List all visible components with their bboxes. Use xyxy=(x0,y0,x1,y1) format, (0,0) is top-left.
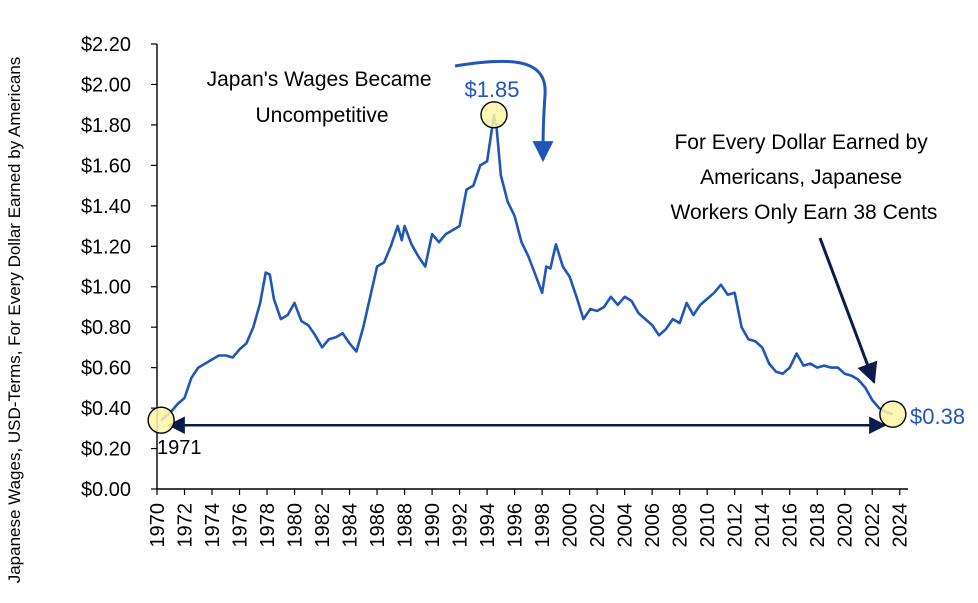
annotation-peak-title: Japan's Wages Became Uncompetitive xyxy=(207,68,438,127)
annotation-end-title: For Every Dollar Earned by Americans, Ja… xyxy=(671,131,938,224)
markers xyxy=(147,101,907,434)
peak-value-label: $1.85 xyxy=(464,77,519,102)
annotation-end-line-2: Americans, Japanese xyxy=(700,166,902,189)
y-tick-label: $0.80 xyxy=(81,317,131,339)
y-tick-label: $0.40 xyxy=(81,398,131,420)
x-tick-label: 1984 xyxy=(340,503,362,548)
x-tick-label: 1980 xyxy=(285,503,307,548)
x-tick-label: 2018 xyxy=(807,503,829,548)
annotation-peak-line-2: Uncompetitive xyxy=(255,104,388,127)
x-tick-label: 1976 xyxy=(230,503,252,548)
annotation-end-line-1: For Every Dollar Earned by xyxy=(674,131,928,154)
x-tick-label: 2016 xyxy=(780,503,802,548)
x-tick-label: 1978 xyxy=(257,503,279,548)
x-tick-label: 1998 xyxy=(532,503,554,548)
x-tick-label: 1972 xyxy=(175,503,197,548)
y-ticks: $0.00 $0.20 $0.40 $0.60 $0.80 $1.00 $1.20 $1.40… xyxy=(81,34,157,501)
y-tick-label: $2.00 xyxy=(81,74,131,96)
x-tick-label: 2014 xyxy=(752,503,774,548)
x-tick-label: 2002 xyxy=(587,503,609,548)
y-tick-label: $1.60 xyxy=(81,155,131,177)
x-tick-label: 1996 xyxy=(505,503,527,548)
x-tick-label: 2022 xyxy=(862,503,884,548)
x-tick-label: 1982 xyxy=(312,503,334,548)
y-tick-label: $1.00 xyxy=(81,277,131,299)
y-tick-label: $0.00 xyxy=(81,479,131,501)
start-year-label: 1971 xyxy=(157,437,202,459)
x-tick-label: 1970 xyxy=(147,503,169,548)
marker-1971 xyxy=(147,406,175,434)
end-value-label: $0.38 xyxy=(910,404,965,429)
peak-arrow xyxy=(454,59,554,163)
x-tick-label: 2004 xyxy=(615,503,637,548)
y-tick-label: $0.20 xyxy=(81,439,131,461)
x-tick-label: 2008 xyxy=(670,503,692,548)
annotation-end-line-3: Workers Only Earn 38 Cents xyxy=(671,201,938,224)
marker-2023 xyxy=(879,400,907,428)
marker-peak-1995 xyxy=(480,101,508,129)
x-tick-label: 1990 xyxy=(422,503,444,548)
x-tick-label: 1988 xyxy=(395,503,417,548)
x-tick-label: 1992 xyxy=(450,503,472,548)
x-tick-label: 1974 xyxy=(202,503,224,548)
x-tick-label: 2010 xyxy=(697,503,719,548)
y-tick-label: $1.40 xyxy=(81,196,131,218)
series-line-japanese-wages xyxy=(160,113,894,422)
x-ticks: 1970 1972 1974 1976 1978 1980 1982 1984 1986 1988… xyxy=(147,489,912,548)
x-tick-label: 2006 xyxy=(642,503,664,548)
x-tick-label: 2000 xyxy=(560,503,582,548)
y-tick-label: $0.60 xyxy=(81,358,131,380)
x-tick-label: 2024 xyxy=(890,503,912,548)
end-arrow xyxy=(818,237,878,384)
y-tick-label: $1.20 xyxy=(81,236,131,258)
x-tick-label: 2020 xyxy=(835,503,857,548)
y-tick-label: $1.80 xyxy=(81,115,131,137)
y-axis-label: Japanese Wages, USD-Terms, For Every Dol… xyxy=(5,57,24,584)
x-tick-label: 2012 xyxy=(725,503,747,548)
x-tick-label: 1994 xyxy=(477,503,499,548)
y-tick-label: $2.20 xyxy=(81,34,131,56)
annotation-peak-line-1: Japan's Wages Became xyxy=(207,68,432,91)
x-tick-label: 1986 xyxy=(367,503,389,548)
